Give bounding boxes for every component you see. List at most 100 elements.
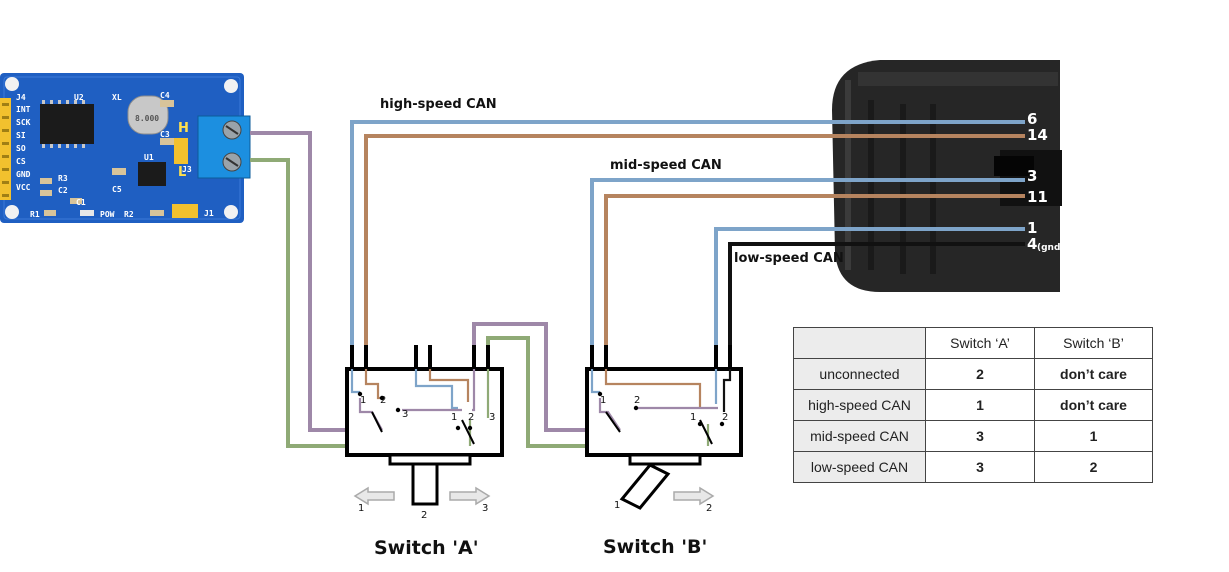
switch-b-internal: [722, 369, 732, 412]
obd-pin-1: 1: [1027, 219, 1037, 237]
svg-text:8.000: 8.000: [135, 114, 159, 123]
pcb-terminal-mark: L: [178, 165, 186, 180]
pcb-terminal-mark: H: [178, 121, 189, 136]
pcb-part-label: C4: [160, 91, 170, 100]
switch-a-internal: [472, 369, 476, 412]
switch-b-lever: [619, 463, 671, 510]
obd-pin-6: 6: [1027, 110, 1037, 128]
table-header-switch-a: Switch ‘A’: [925, 327, 1035, 359]
switch-a-contact: [371, 411, 383, 433]
switch-b-terminal-label: 1: [600, 395, 606, 406]
table-cell-switch-b: 1: [1034, 420, 1153, 452]
table-cell-mode: low-speed CAN: [793, 451, 926, 483]
switch-b: 1 2 1 2: [585, 345, 743, 510]
pcb-part-label: POW: [100, 210, 115, 219]
switch-a-internal: [350, 369, 360, 394]
switch-a-internal: [364, 369, 382, 400]
switch-b-contact-dot: [697, 421, 703, 427]
mount-hole: [224, 205, 238, 219]
pcb-part-label: C5: [112, 185, 122, 194]
low-speed-can-label: low-speed CAN: [734, 251, 844, 266]
jumper-j1: [172, 204, 198, 218]
switch-b-contact-dot: [719, 421, 725, 427]
position-arrows: [353, 486, 715, 506]
obd-pin-4: 4: [1027, 235, 1037, 253]
arrow-right-icon: [673, 486, 715, 506]
pcb-part-label: U2: [74, 93, 84, 102]
switch-a-pos-2: 2: [421, 510, 427, 521]
pcb-part-label: C2: [58, 186, 68, 195]
switch-a-terminal-label: 3: [489, 412, 495, 423]
switch-a-contact-dot: [455, 425, 461, 431]
switch-b-internal: [590, 369, 600, 394]
table-header-switch-b: Switch ‘B’: [1034, 327, 1153, 359]
switch-b-internal: [598, 398, 621, 431]
table-header-row: Switch ‘A’ Switch ‘B’: [793, 327, 1153, 359]
table-header-blank: [793, 327, 926, 359]
switch-b-pos-1: 1: [614, 500, 620, 511]
pcb-part-label: J1: [204, 209, 214, 218]
switch-a-contact: [461, 419, 475, 445]
switch-a-pos-1: 1: [358, 503, 364, 514]
pcb-header-label: INT: [16, 105, 31, 114]
switch-b-pos-2: 2: [706, 503, 712, 514]
pcb-header-label: SO: [16, 144, 26, 153]
mid-can-wire-pin11: [604, 194, 1025, 350]
table-row: unconnected 2 don’t care: [793, 358, 1153, 390]
ic-u2: [40, 104, 94, 144]
table-cell-mode: unconnected: [793, 358, 926, 390]
pcb-part-label: R1: [30, 210, 40, 219]
table-cell-switch-a: 2: [925, 358, 1035, 390]
low-can-wire-pin1: [714, 227, 1025, 350]
switch-a-contact-dot: [395, 407, 401, 413]
high-can-wire-pin14: [364, 134, 1025, 350]
mid-can-wire-pin3: [590, 178, 1025, 350]
switch-a-pos-3: 3: [482, 503, 488, 514]
pcb-part-label: R3: [58, 174, 68, 183]
pcb-part-label: R2: [124, 210, 134, 219]
switch-b-body: [585, 367, 743, 457]
switch-a-internal: [414, 369, 458, 410]
obd-pin-3: 3: [1027, 167, 1037, 185]
pin-header: [0, 98, 11, 200]
pcb-header-label: GND: [16, 170, 31, 179]
table-cell-switch-a: 3: [925, 420, 1035, 452]
switch-b-terminal-label: 2: [634, 395, 640, 406]
table-cell-switch-b: don’t care: [1034, 358, 1153, 390]
switch-a-lever: [411, 462, 439, 506]
table-cell-mode: mid-speed CAN: [793, 420, 926, 452]
switch-a-internal: [428, 369, 470, 402]
switch-a-terminal-label: 3: [402, 409, 408, 420]
ic-u1: [138, 162, 166, 186]
table-row: high-speed CAN 1 don’t care: [793, 389, 1153, 421]
table-cell-switch-a: 3: [925, 451, 1035, 483]
can-module-board: 8.000 J4 INT SCK SI SO CS GND VCC U2 XL C4 C3 J3 U1 C5…: [0, 73, 251, 223]
pcb-header-label: SCK: [16, 118, 31, 127]
switch-b-terminal-label: 2: [722, 412, 728, 423]
switch-a-terminal-label: 2: [380, 395, 386, 406]
mount-hole: [5, 77, 19, 91]
arrow-left-icon: [353, 486, 395, 506]
jumper-j3: [174, 138, 188, 164]
switch-a-terminal-label: 1: [451, 412, 457, 423]
switch-b-contact-dot: [597, 391, 603, 397]
pcb-header-label: J4: [16, 93, 26, 102]
pcb-part-label: U1: [144, 153, 154, 162]
pcb-header-label: SI: [16, 131, 26, 140]
switch-a: 1 23 1 2 3: [345, 345, 504, 506]
pcb-part-label: J3: [182, 165, 192, 174]
switch-b-terminal-label: 1: [690, 412, 696, 423]
switch-b-contact: [605, 411, 621, 433]
mid-speed-can-label: mid-speed CAN: [610, 158, 722, 173]
mount-hole: [224, 79, 238, 93]
switch-a-terminal-label: 1: [360, 395, 366, 406]
switch-b-contact-dot: [633, 405, 639, 411]
switch-a-terminal-label: 2: [468, 412, 474, 423]
pcb-part-label: C1: [76, 198, 86, 207]
a-to-b-wire-1: [472, 322, 620, 432]
high-speed-can-label: high-speed CAN: [380, 97, 497, 112]
table-row: mid-speed CAN 3 1: [793, 420, 1153, 452]
switch-b-title: Switch 'B': [603, 536, 707, 558]
obd-pin-14: 14: [1027, 126, 1048, 144]
table-cell-switch-b: don’t care: [1034, 389, 1153, 421]
